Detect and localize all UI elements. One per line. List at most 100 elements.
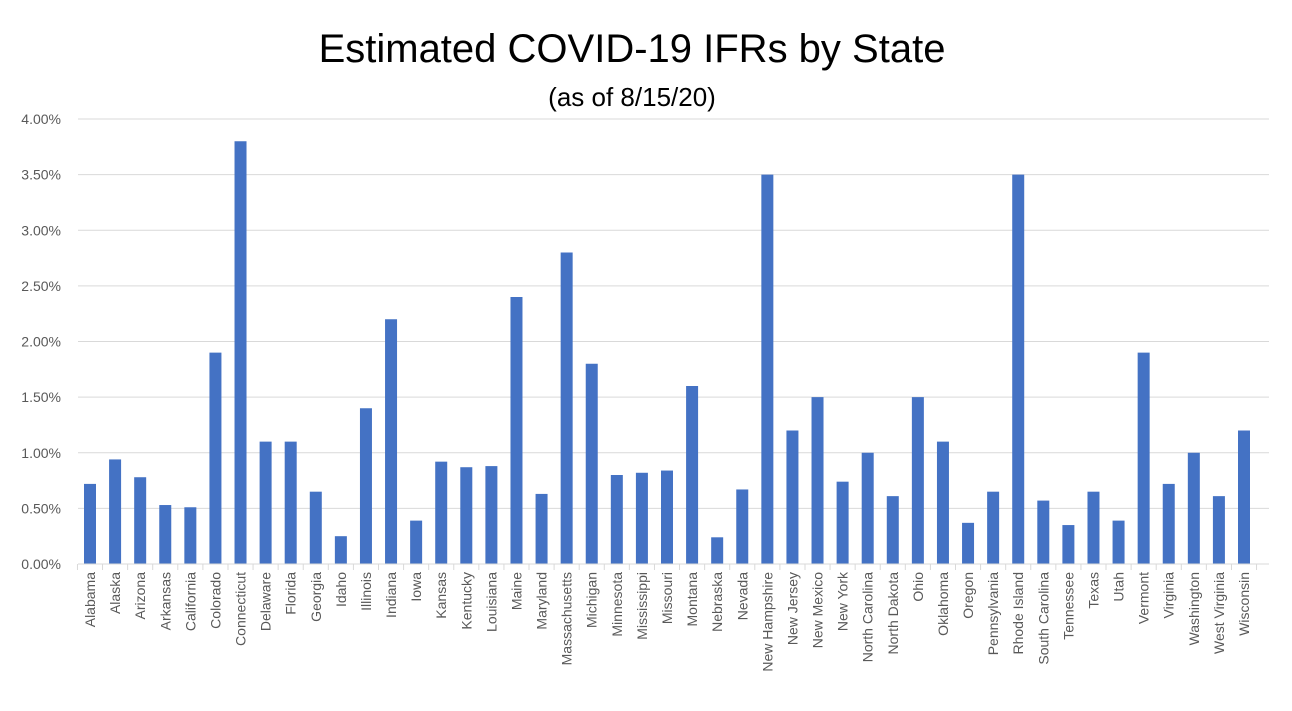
chart-title: Estimated COVID-19 IFRs by State (319, 27, 946, 71)
x-tick-label: Connecticut (233, 572, 249, 646)
x-tick-label: Idaho (333, 572, 349, 607)
bar (987, 491, 1000, 564)
bar (84, 483, 96, 564)
x-tick-label: Vermont (1136, 572, 1152, 624)
bar (1162, 483, 1175, 564)
bar (962, 522, 975, 564)
bar (309, 491, 322, 564)
x-tick-label: Arizona (132, 572, 148, 620)
bar (711, 537, 724, 564)
x-tick-label: Texas (1085, 572, 1101, 609)
bar (661, 470, 673, 564)
x-tick-label: North Dakota (885, 572, 901, 655)
bar (485, 466, 498, 564)
bar (410, 520, 423, 564)
bar (635, 472, 648, 564)
bar (911, 397, 924, 564)
x-tick-label: Alaska (107, 572, 123, 614)
bar (109, 459, 122, 564)
bar (761, 174, 774, 564)
x-tick-label: Pennsylvania (985, 572, 1001, 655)
gridlines (78, 118, 1269, 509)
x-tick-label: Michigan (584, 572, 600, 628)
bar (811, 397, 824, 564)
x-tick-label: Delaware (258, 572, 274, 631)
bar (1062, 525, 1075, 564)
x-tick-label: North Carolina (860, 572, 876, 662)
x-tick-label: Nevada (734, 572, 750, 620)
x-tick-label: New Jersey (784, 572, 800, 645)
y-tick-label: 3.00% (21, 222, 61, 238)
bar (510, 297, 523, 564)
bar (585, 363, 598, 564)
x-tick-label: Minnesota (609, 572, 625, 637)
bar (1087, 491, 1100, 564)
x-tick-label: Iowa (408, 572, 424, 602)
x-tick-label: Virginia (1161, 572, 1177, 619)
bar (184, 507, 197, 564)
x-tick-label: Mississippi (634, 572, 650, 640)
y-axis-ticks: 0.00% 0.50% 1.00% 1.50% 2.00% 2.50% 3.00% 3.50%… (21, 111, 61, 572)
y-tick-label: 4.00% (21, 111, 61, 127)
x-tick-label: Colorado (207, 572, 223, 629)
bar (861, 452, 874, 564)
bar (385, 319, 398, 564)
x-tick-label: Kansas (433, 572, 449, 619)
x-tick-label: Maine (508, 572, 524, 610)
x-tick-label: Wisconsin (1236, 572, 1252, 636)
bar (284, 441, 297, 564)
bar (460, 467, 473, 564)
x-tick-label: New York (835, 571, 851, 631)
x-tick-label: Tennessee (1060, 572, 1076, 640)
bar (936, 441, 949, 564)
bar (786, 430, 799, 564)
bar (234, 141, 247, 564)
x-tick-label: Washington (1186, 572, 1202, 645)
y-tick-label: 2.50% (21, 278, 61, 294)
x-tick-label: Ohio (910, 572, 926, 602)
bar (209, 352, 222, 564)
bar (1012, 174, 1025, 564)
bar (836, 481, 849, 564)
x-tick-label: Montana (684, 572, 700, 627)
y-tick-label: 1.00% (21, 445, 61, 461)
x-tick-label: Florida (283, 572, 299, 615)
bar (886, 496, 899, 564)
x-tick-label: Utah (1111, 572, 1127, 602)
bar (259, 441, 272, 564)
x-tick-label: Indiana (383, 572, 399, 618)
bar (1137, 352, 1150, 564)
x-tick-label: Oklahoma (935, 572, 951, 636)
bar (560, 252, 573, 564)
x-axis-ticks: Alabama Alaska Arizona Arkansas California Co… (76, 564, 1258, 672)
bar (1112, 520, 1125, 564)
bars (84, 141, 1250, 564)
x-tick-label: Oregon (960, 572, 976, 619)
chart-subtitle: (as of 8/15/20) (548, 82, 716, 112)
bar (535, 493, 548, 564)
y-tick-label: 0.00% (21, 556, 61, 572)
x-tick-label: Arkansas (157, 572, 173, 630)
x-tick-label: West Virginia (1211, 572, 1227, 654)
x-tick-label: Rhode Island (1010, 572, 1026, 655)
bar (435, 461, 448, 564)
x-tick-label: South Carolina (1035, 572, 1051, 665)
x-tick-label: Massachusetts (559, 572, 575, 665)
bar (134, 477, 147, 564)
y-tick-label: 2.00% (21, 334, 61, 350)
bar (159, 505, 172, 564)
x-tick-label: California (182, 572, 198, 631)
x-tick-label: New Hampshire (759, 572, 775, 672)
x-tick-label: Louisiana (483, 572, 499, 632)
bar (1037, 500, 1050, 564)
bar (610, 475, 623, 564)
x-tick-label: Missouri (659, 572, 675, 624)
x-tick-label: Maryland (534, 572, 550, 630)
bar (334, 536, 347, 564)
bar (359, 408, 372, 564)
bar (1212, 496, 1225, 564)
x-tick-label: Nebraska (709, 572, 725, 632)
x-tick-label: Illinois (358, 572, 374, 611)
x-tick-label: Kentucky (458, 572, 474, 630)
